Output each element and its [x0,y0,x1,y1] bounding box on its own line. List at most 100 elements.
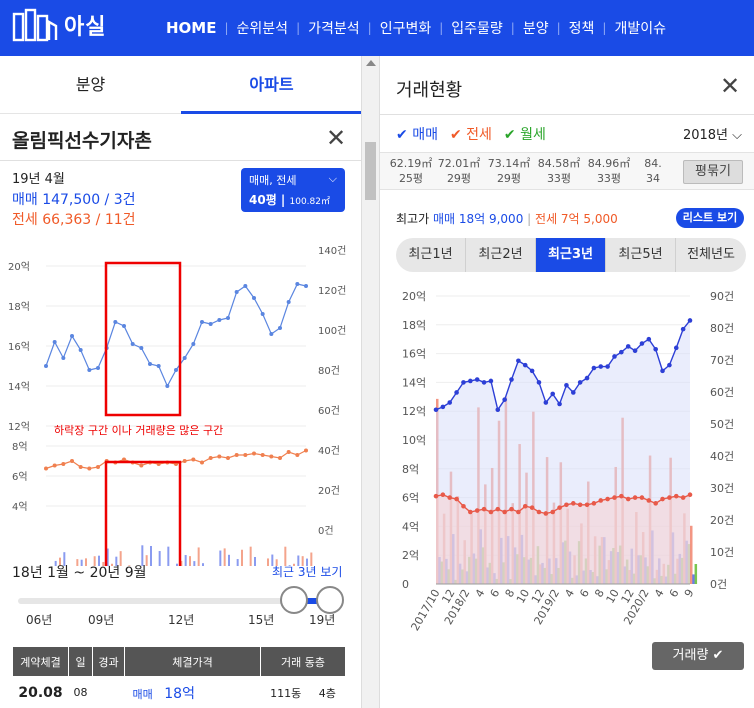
maemae-point [52,340,57,344]
maemae-point [591,365,597,371]
nav-population[interactable]: 인구변화 [379,21,432,37]
period-slider-track[interactable] [18,598,338,604]
volume-toggle-button[interactable]: 거래량 ✔ [652,642,744,670]
complex-title: 올림픽선수기자촌 [12,130,152,152]
period-tab-active[interactable]: 최근3년 [536,238,606,272]
col-price[interactable]: 체결가격 [124,646,261,677]
maemae-point [577,380,583,385]
area-sqm: 84. [644,157,662,170]
area-item[interactable]: 72.01㎡ 29평 [436,156,482,186]
area-item[interactable]: 84.96㎡ 33평 [586,156,632,186]
nav-supply[interactable]: 입주물량 [451,21,503,37]
building-logo-icon [12,8,58,42]
nav-presale[interactable]: 분양 [522,21,549,37]
maemae-point [182,356,187,360]
period-tab[interactable]: 최근5년 [606,238,676,272]
nav-home[interactable]: HOME [166,19,217,37]
legend-jeonse[interactable]: ✔ 전세 [450,124,492,144]
jeonse-point [646,498,652,503]
col-elapsed[interactable]: 경과 [92,646,125,677]
y2-tick-label: 100건 [318,325,346,337]
year-select[interactable]: 2018년 ⌵ [683,124,742,143]
col-day[interactable]: 일 [68,646,93,677]
list-view-button[interactable]: 리스트 보기 [676,208,744,228]
scroll-up-icon[interactable] [366,60,376,66]
volume-bar [98,555,100,566]
close-icon[interactable]: ✕ [326,124,347,152]
type-size-selector[interactable]: 매매, 전세 ⌵ 40평 | 100.82㎡ [241,168,345,212]
maemae-point [570,390,576,395]
scroll-thumb[interactable] [365,142,376,200]
slider-end-handle[interactable] [316,586,344,614]
y-tick-label: 4억 [402,520,419,533]
jeonse-point [474,508,480,513]
maxprice-maemae: 매매 18억 9,000 [432,212,524,226]
nav-development[interactable]: 개발이슈 [614,21,666,37]
y2-tick-label: 40건 [710,450,734,463]
area-item[interactable]: 84. 34 [636,156,670,186]
tab-apartment[interactable]: 아파트 [181,56,361,114]
y2-tick-label: 0건 [318,525,334,537]
legend-wolse[interactable]: ✔ 월세 [504,124,546,144]
highlight-box-volume [104,460,182,566]
volume-bar [202,563,204,566]
jeonse-point [61,462,66,466]
maemae-price: 매매 147,500 / 3건 [12,192,136,208]
x-tick-label: 12 [619,587,637,606]
y-tick-label: 16억 [402,348,426,361]
left-price-chart: 20억 18억 16억 14억 12억 8억 6억 4억 140건 120건 100건 80건 60건 4… [8,245,346,566]
legend-wolse-label: 월세 [520,127,546,143]
area-item[interactable]: 84.58㎡ 33평 [536,156,582,186]
volume-bar [76,559,79,566]
volume-bar [293,563,295,566]
jeonse-point [252,451,256,456]
nav-price[interactable]: 가격분석 [308,21,360,37]
jeonse-point [488,509,494,515]
col-contract[interactable]: 계약체결 [12,646,69,677]
jeonse-point [278,456,282,460]
nav-rank[interactable]: 순위분석 [236,21,289,37]
maemae-point [509,377,514,382]
legend-maemae[interactable]: ✔ 매매 [396,124,438,144]
selector-size: 40평 [249,193,277,207]
volume-bar [694,564,698,584]
scrollbar[interactable] [362,56,380,708]
period-tab[interactable]: 전체년도 [687,247,735,262]
area-item[interactable]: 73.14㎡ 29평 [486,156,532,186]
area-item[interactable]: 62.19㎡ 25평 [388,156,434,186]
x-tick-label: 6 [667,587,682,600]
chevron-down-icon: ⌵ [328,172,337,185]
nav-policy[interactable]: 정책 [568,21,595,37]
recent-3y-link[interactable]: 최근 3년 보기 [272,565,343,579]
jeonse-point [481,506,487,512]
area-py: 29평 [496,172,522,185]
y-tick-label: 8억 [402,463,419,476]
tab-presale[interactable]: 분양 [75,75,106,94]
area-py: 29평 [446,172,472,185]
jeonse-point [52,463,57,468]
y2-tick-label: 30건 [710,482,734,495]
volume-bar [193,561,196,566]
area-sqm: 62.19㎡ [389,157,433,170]
maemae-point [234,290,239,294]
col-dong-floor[interactable]: 거래 동층 [260,646,346,677]
jeonse-point [234,453,239,457]
jeonse-point [70,459,74,463]
period-slider-fill [292,598,330,604]
slider-start-handle[interactable] [280,586,308,614]
period-tab[interactable]: 최근1년 [396,238,466,272]
logo[interactable]: 아실 [12,8,106,42]
row-dong: 111동 [270,686,302,700]
jeonse-point [584,502,590,508]
selector-sqm: 100.82㎡ [289,197,331,207]
period-tab[interactable]: 최근2년 [466,238,536,272]
close-icon[interactable]: ✕ [720,72,741,100]
maemae-point [667,362,672,368]
maemae-point [522,362,528,368]
maemae-point [632,348,638,354]
year-value: 2018년 [682,128,728,143]
group-pyeong-button[interactable]: 평묶기 [683,160,743,184]
y-tick-label: 18억 [8,301,30,313]
row-day: 08 [68,676,93,708]
table-row[interactable]: 20.08 08 매매 18억 111동 4층 [12,676,346,708]
